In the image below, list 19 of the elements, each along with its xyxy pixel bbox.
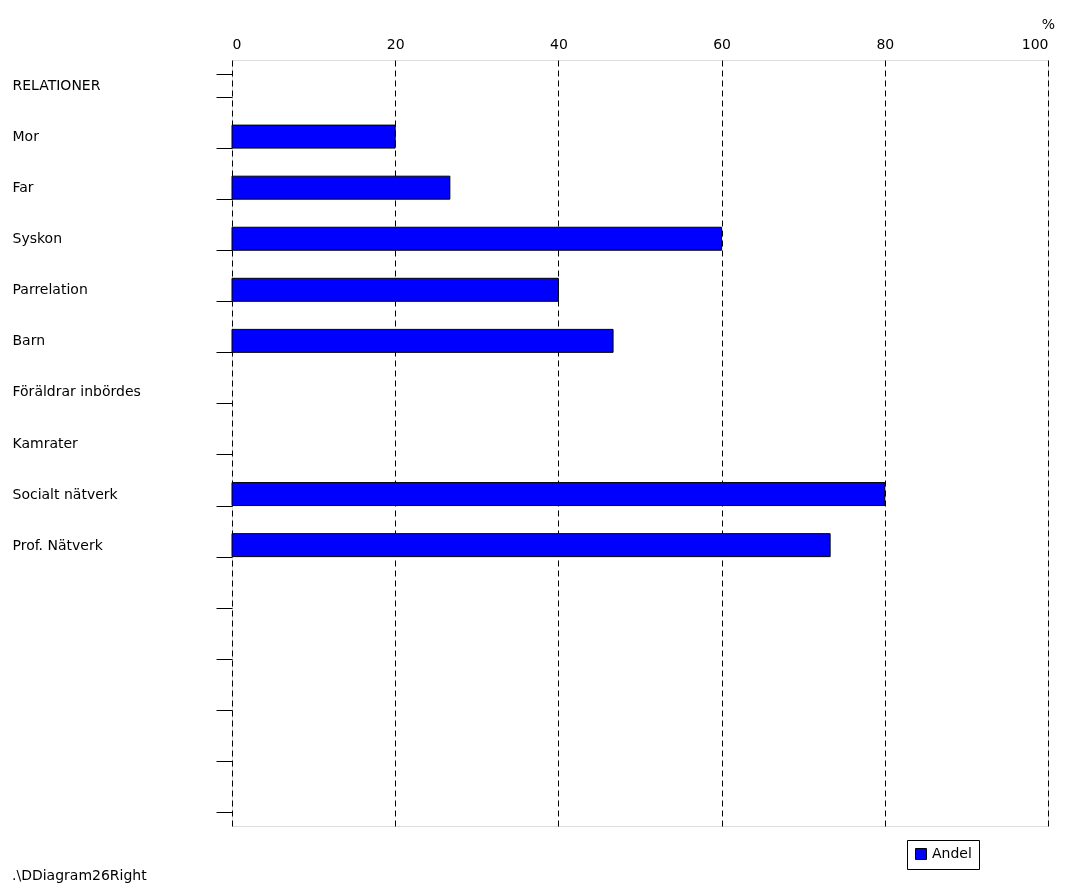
x-tick-label: 20 [386,35,405,52]
y-tick-label: Kamrater [12,434,79,451]
legend-label: Andel [932,845,972,861]
text: .\DDiagram26Right [12,867,148,883]
y-tick-label: Socialt nätverk [12,485,119,502]
y-tick-label: Parrelation [12,281,88,298]
x-tick-label: 0 [232,35,242,52]
x-axis-title: % [1041,15,1056,32]
y-tick-label: Prof. Nätverk [12,536,104,553]
y-tick-label: Syskon [12,230,63,247]
y-tick-label: Far [12,179,34,196]
y-tick-label: Barn [12,332,46,349]
x-tick-label: 40 [549,35,568,52]
x-tick-label: 80 [876,35,895,52]
x-tick-label: 60 [713,35,732,52]
x-tick-label: 100 [1021,35,1049,52]
y-tick-label: RELATIONER [12,77,101,94]
y-tick-label: Föräldrar inbördes [12,383,141,400]
y-tick-label: Mor [12,128,40,145]
